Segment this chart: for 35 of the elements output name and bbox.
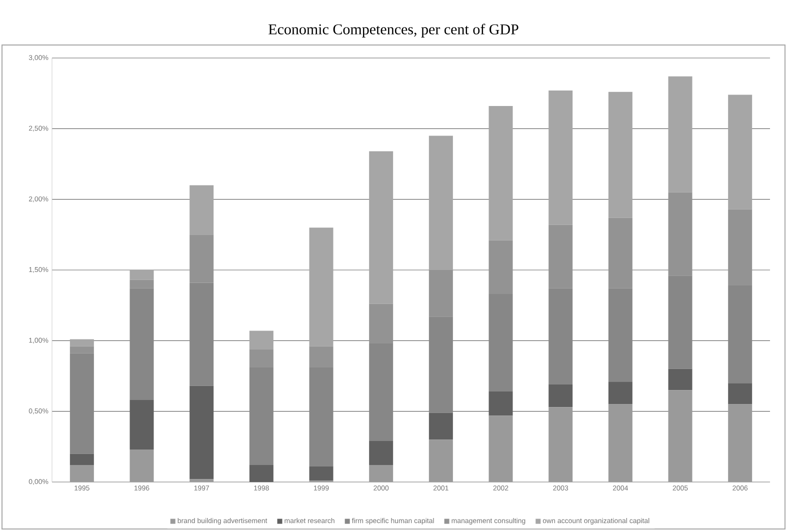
bar <box>488 416 513 482</box>
bar <box>668 390 692 482</box>
bar <box>309 466 334 481</box>
bar <box>130 400 154 450</box>
bar <box>548 90 573 225</box>
bar <box>369 151 394 304</box>
bar <box>428 136 453 270</box>
bar <box>488 106 513 240</box>
bar <box>728 404 752 482</box>
bar <box>428 412 453 440</box>
bar <box>668 368 692 390</box>
bar <box>70 454 94 466</box>
bar <box>130 270 154 280</box>
bar <box>190 185 214 235</box>
bar <box>608 92 632 218</box>
bar <box>249 465 274 482</box>
bar <box>249 330 274 350</box>
bar <box>608 382 632 404</box>
bar <box>190 479 214 482</box>
bar <box>190 386 214 480</box>
bar <box>728 383 752 404</box>
bar <box>70 339 94 346</box>
bar <box>369 465 394 482</box>
chart-title: Economic Competences, per cent of GDP <box>268 24 518 38</box>
bar <box>70 465 94 482</box>
bar <box>428 440 453 482</box>
bar <box>488 392 513 416</box>
bar <box>548 407 573 482</box>
bar <box>309 228 334 346</box>
bar <box>668 76 692 192</box>
bar <box>548 384 573 408</box>
bar <box>130 449 154 482</box>
bar <box>728 94 752 210</box>
bar <box>608 404 632 482</box>
bar <box>369 441 394 466</box>
